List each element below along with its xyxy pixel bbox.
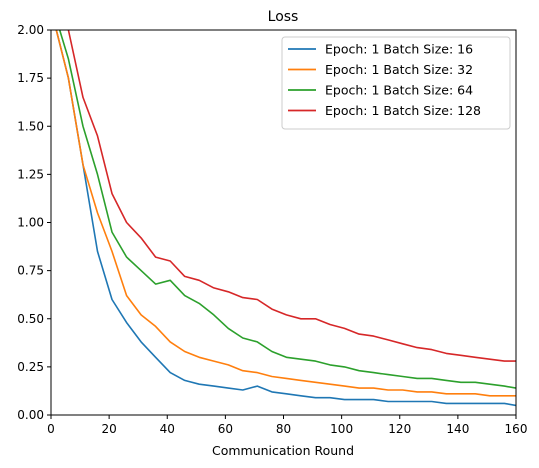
x-tick-label: 60 <box>218 422 233 436</box>
series-line-3 <box>58 30 516 389</box>
legend-entry-3: Epoch: 1 Batch Size: 64 <box>325 83 473 98</box>
y-tick-label: 1.25 <box>17 167 44 181</box>
legend-entry-1: Epoch: 1 Batch Size: 16 <box>325 42 473 57</box>
legend-box <box>281 36 511 130</box>
x-axis-title: Communication Round <box>212 443 354 458</box>
series-line-2 <box>55 30 516 397</box>
x-tick-label: 0 <box>47 422 55 436</box>
series-line-4 <box>67 30 516 362</box>
y-tick-label: 0.00 <box>17 408 44 422</box>
y-tick-label: 1.75 <box>17 71 44 85</box>
y-tick-label: 1.00 <box>17 216 44 230</box>
y-tick-label: 0.75 <box>17 264 44 278</box>
x-tick-label: 100 <box>330 422 353 436</box>
x-tick-label: 160 <box>505 422 528 436</box>
y-tick-label: 1.50 <box>17 119 44 133</box>
series-line-1 <box>55 30 516 407</box>
legend-entry-4: Epoch: 1 Batch Size: 128 <box>325 103 481 118</box>
legend: Epoch: 1 Batch Size: 16 Epoch: 1 Batch Si… <box>281 36 511 130</box>
x-tick-label: 80 <box>276 422 291 436</box>
series-lines <box>55 30 516 407</box>
y-tick-label: 0.50 <box>17 312 44 326</box>
x-axis: 0 20 40 60 80 100 120 140 160 <box>47 415 527 436</box>
chart-title: Loss <box>268 9 299 25</box>
y-axis: 0.00 0.25 0.50 0.75 1.00 1.25 1.50 1.75 2.00 <box>17 23 51 422</box>
legend-entry-2: Epoch: 1 Batch Size: 32 <box>325 62 473 77</box>
x-tick-label: 20 <box>101 422 116 436</box>
x-tick-label: 120 <box>388 422 411 436</box>
x-tick-label: 40 <box>160 422 175 436</box>
y-tick-label: 2.00 <box>17 23 44 37</box>
x-tick-label: 140 <box>446 422 469 436</box>
y-tick-label: 0.25 <box>17 360 44 374</box>
